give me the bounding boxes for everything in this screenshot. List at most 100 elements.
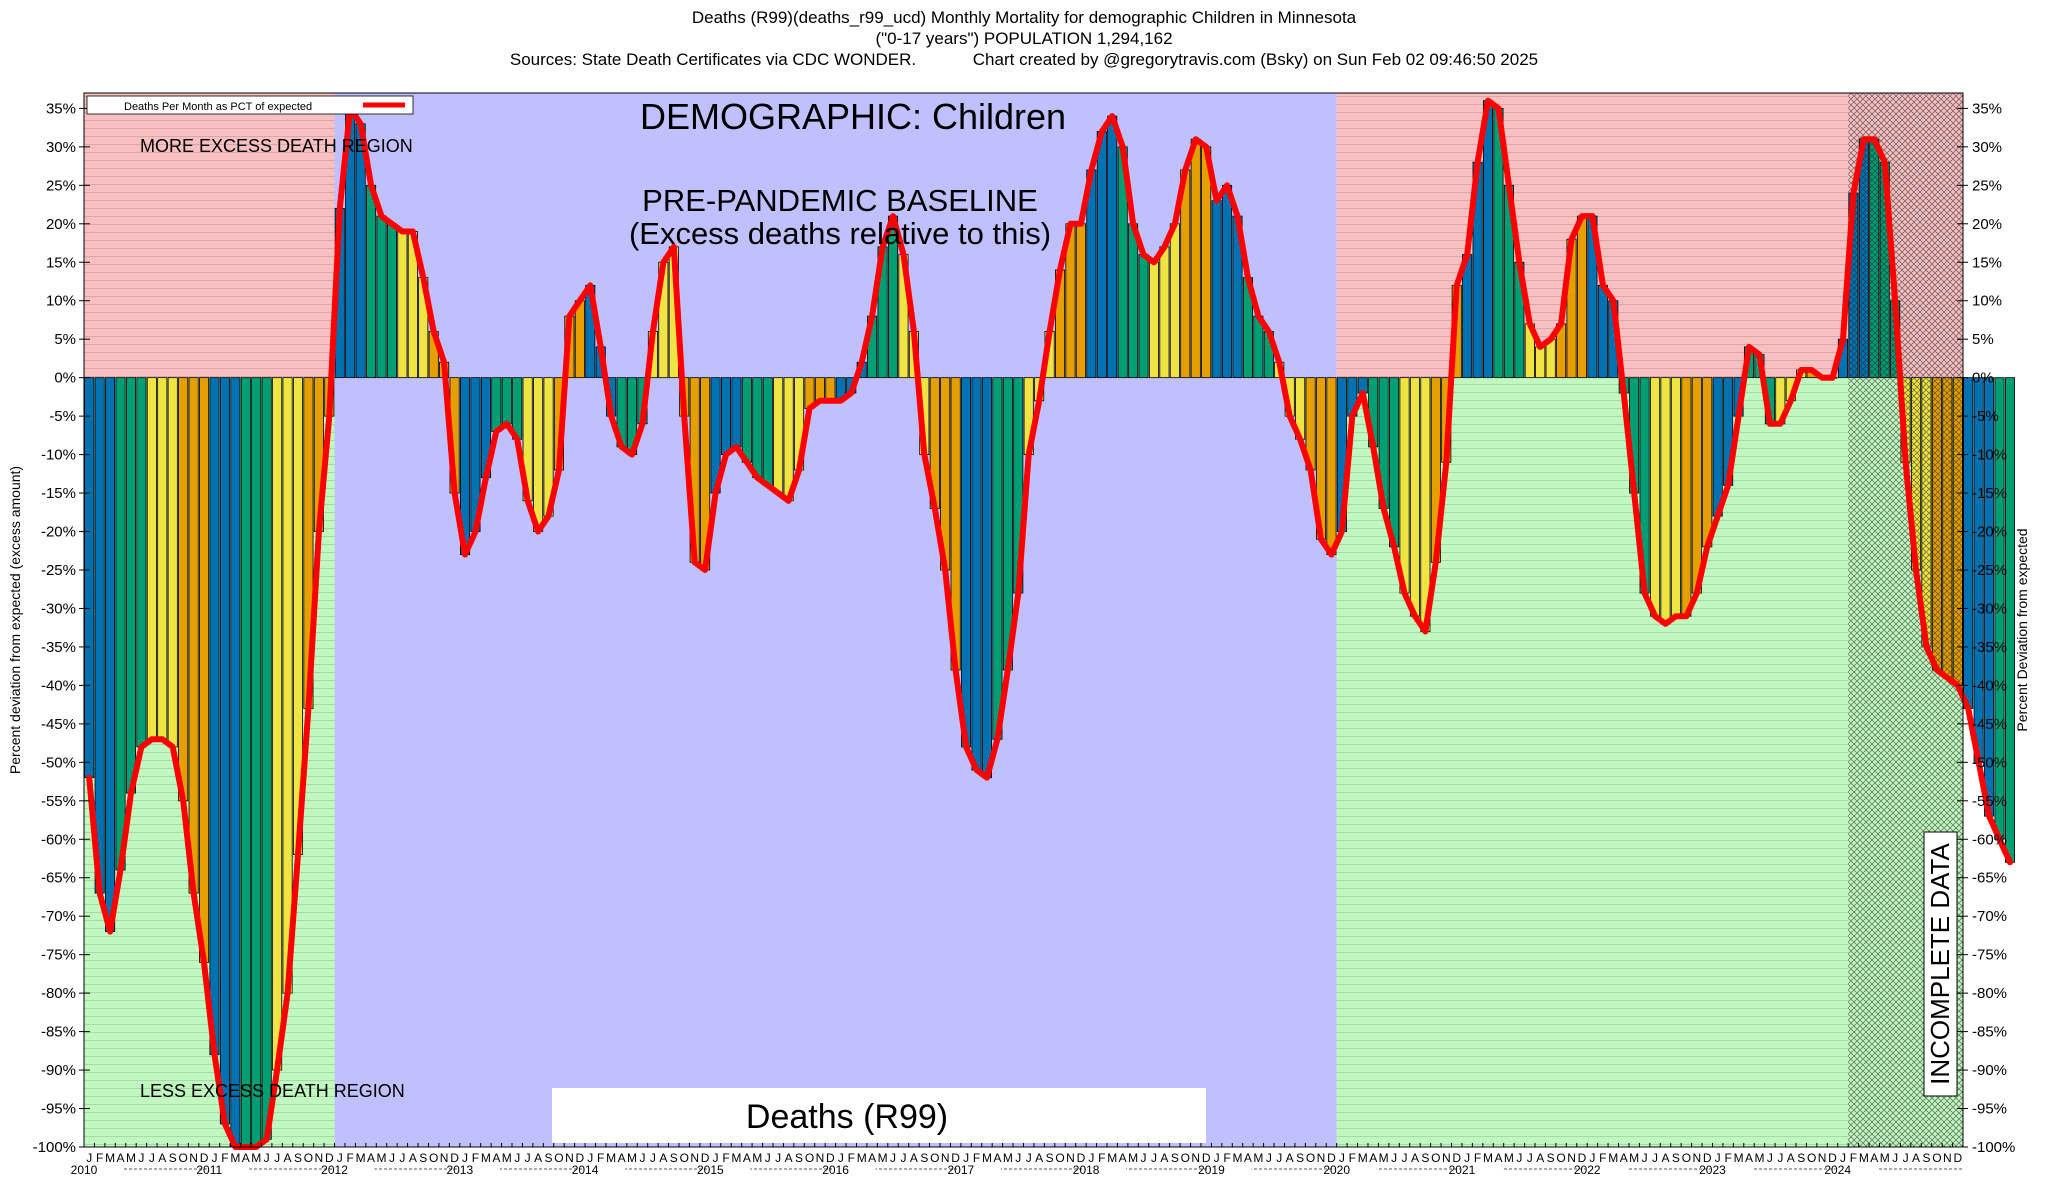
ytick-label-right: 30% (1972, 139, 2002, 156)
xtick-month-label: O (429, 1151, 438, 1165)
xtick-month-label: S (920, 1151, 928, 1165)
xtick-month-label: M (1379, 1151, 1389, 1165)
xtick-month-label: A (1286, 1151, 1294, 1165)
xtick-month-label: A (158, 1151, 166, 1165)
bar-61 (720, 377, 732, 455)
ytick-label-right: -80% (1972, 985, 2007, 1002)
bar-156 (1712, 377, 1723, 517)
ytick-label-left: -65% (41, 870, 76, 887)
xtick-month-label: F (973, 1151, 980, 1165)
xtick-month-label: D (200, 1151, 209, 1165)
xtick-month-label: M (126, 1151, 136, 1165)
xtick-month-label: J (399, 1151, 405, 1165)
bar-2 (105, 377, 116, 932)
xtick-month-label: M (1253, 1151, 1263, 1165)
xtick-month-label: D (325, 1151, 334, 1165)
xtick-year-label: 2014 (572, 1163, 599, 1177)
bar-14 (230, 377, 241, 1148)
xtick-month-label: A (1870, 1151, 1878, 1165)
xtick-month-label: S (1171, 1151, 1179, 1165)
xtick-month-label: F (1349, 1151, 1356, 1165)
xtick-month-label: J (1151, 1151, 1157, 1165)
ytick-label-right: 20% (1972, 216, 2002, 233)
chart-header-line-3: Sources: State Death Certificates via CD… (509, 50, 1539, 69)
xtick-month-label: A (284, 1151, 292, 1165)
xtick-month-label: A (868, 1151, 876, 1165)
xtick-month-label: M (481, 1151, 491, 1165)
year-label-bg (708, 1164, 751, 1176)
xtick-month-label: N (1943, 1151, 1952, 1165)
bar-1 (94, 377, 105, 894)
xtick-month-label: N (1692, 1151, 1701, 1165)
xtick-year-label: 2013 (446, 1163, 473, 1177)
xtick-year-label: 2024 (1824, 1163, 1851, 1177)
xtick-month-label: O (1682, 1151, 1691, 1165)
xtick-month-label: O (1932, 1151, 1941, 1165)
xtick-month-label: J (389, 1151, 395, 1165)
bar-119 (1326, 377, 1337, 556)
ytick-label-left: 20% (46, 216, 76, 233)
chart-header-line-2: ("0-17 years") POPULATION 1,294,162 (875, 29, 1173, 48)
xtick-month-label: A (534, 1151, 542, 1165)
chart-title: DEMOGRAPHIC: Children (640, 96, 1066, 137)
ytick-label-right: -55% (1972, 793, 2007, 810)
xtick-month-label: D (701, 1151, 710, 1165)
less-excess-region-label: LESS EXCESS DEATH REGION (140, 1081, 405, 1101)
xtick-month-label: A (993, 1151, 1001, 1165)
xtick-month-label: J (274, 1151, 280, 1165)
xtick-month-label: J (525, 1151, 531, 1165)
ytick-label-left: -85% (41, 1024, 76, 1041)
year-label-bg (833, 1164, 876, 1176)
xtick-month-label: J (1141, 1151, 1147, 1165)
xtick-month-label: D (1828, 1151, 1837, 1165)
ytick-label-right: -20% (1972, 524, 2007, 541)
xtick-month-label: J (1715, 1151, 1721, 1165)
bar-150 (1650, 377, 1661, 617)
xtick-month-label: S (419, 1151, 427, 1165)
xtick-year-label: 2021 (1449, 1163, 1476, 1177)
xtick-month-label: A (1620, 1151, 1628, 1165)
xtick-month-label: M (230, 1151, 240, 1165)
xtick-month-label: O (304, 1151, 313, 1165)
xtick-month-label: N (1567, 1151, 1576, 1165)
ytick-label-right: 25% (1972, 177, 2002, 194)
ytick-label-right: -25% (1972, 562, 2007, 579)
xtick-month-label: F (221, 1151, 228, 1165)
year-label-bg (1585, 1164, 1628, 1176)
ytick-label-right: 15% (1972, 254, 2002, 271)
ytick-label-right: -75% (1972, 947, 2007, 964)
xtick-month-label: A (242, 1151, 250, 1165)
xtick-month-label: M (1107, 1151, 1117, 1165)
xtick-year-label: 2012 (321, 1163, 348, 1177)
xtick-month-label: A (1035, 1151, 1043, 1165)
xtick-month-label: F (1599, 1151, 1606, 1165)
xtick-month-label: M (1483, 1151, 1493, 1165)
xtick-month-label: A (785, 1151, 793, 1165)
xtick-month-label: A (1411, 1151, 1419, 1165)
ytick-label-left: -45% (41, 716, 76, 733)
xtick-month-label: J (1464, 1151, 1470, 1165)
xtick-month-label: J (639, 1151, 645, 1165)
incomplete-data-label-box (1923, 831, 1958, 1097)
xtick-month-label: M (251, 1151, 261, 1165)
bar-98 (1107, 115, 1118, 379)
year-label-bg (1710, 1164, 1753, 1176)
xtick-month-label: N (941, 1151, 950, 1165)
bar-101 (1138, 254, 1149, 379)
xtick-month-label: F (597, 1151, 604, 1165)
bar-153 (1681, 377, 1692, 617)
bar-127 (1409, 377, 1420, 617)
year-label-bg (1835, 1164, 1878, 1176)
bar-154 (1691, 377, 1702, 594)
bar-12 (209, 377, 220, 1056)
ytick-label-left: -70% (41, 908, 76, 925)
xtick-month-label: F (1474, 1151, 1481, 1165)
xtick-month-label: J (1266, 1151, 1272, 1165)
xtick-month-label: M (1734, 1151, 1744, 1165)
xtick-month-label: N (1818, 1151, 1827, 1165)
xtick-month-label: N (1191, 1151, 1200, 1165)
baseline-label-line-2: (Excess deaths relative to this) (629, 216, 1051, 251)
xtick-month-label: D (1327, 1151, 1336, 1165)
ytick-label-left: 25% (46, 177, 76, 194)
xtick-month-label: M (1003, 1151, 1013, 1165)
